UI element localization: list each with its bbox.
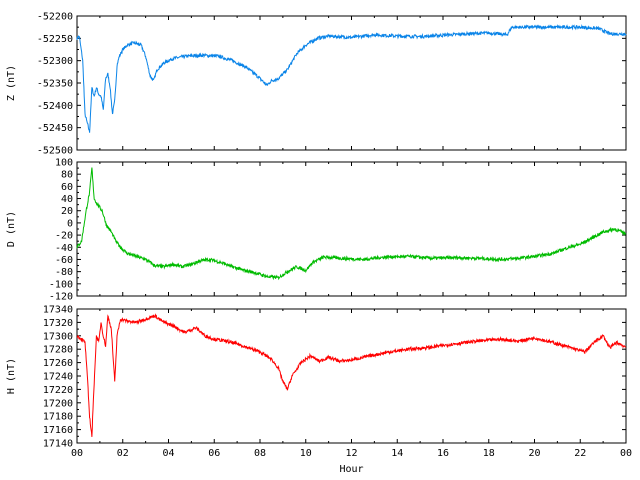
y-tick-label-z: -52500 bbox=[37, 146, 73, 157]
y-tick-label-d: -120 bbox=[49, 292, 73, 303]
y-tick-label-d: -60 bbox=[55, 255, 73, 266]
x-tick-label: 18 bbox=[483, 448, 495, 459]
x-axis-label: Hour bbox=[339, 464, 363, 475]
y-tick-label-z: -52450 bbox=[37, 123, 73, 134]
y-tick-label-z: -52350 bbox=[37, 79, 73, 90]
x-tick-label: 10 bbox=[300, 448, 312, 459]
y-tick-label-d: 100 bbox=[55, 158, 73, 169]
y-tick-label-z: -52300 bbox=[37, 56, 73, 67]
y-tick-label-h: 17220 bbox=[43, 385, 73, 396]
plot-frame-h bbox=[76, 308, 627, 444]
y-tick-label-h: 17300 bbox=[43, 331, 73, 342]
y-axis-label-h: H (nT) bbox=[6, 358, 17, 394]
y-axis-label-d: D (nT) bbox=[6, 211, 17, 247]
y-tick-label-d: -40 bbox=[55, 243, 73, 254]
y-tick-label-d: 20 bbox=[61, 206, 73, 217]
y-tick-label-h: 17240 bbox=[43, 372, 73, 383]
x-tick-label: 16 bbox=[437, 448, 449, 459]
y-tick-label-z: -52250 bbox=[37, 34, 73, 45]
y-tick-label-h: 17320 bbox=[43, 318, 73, 329]
panel-h: 17340 17320 17300 17280 17260 17240 17220 17200… bbox=[6, 305, 632, 476]
x-tick-label: 00 bbox=[71, 448, 83, 459]
x-tick-label: 12 bbox=[345, 448, 357, 459]
y-tick-label-d: -100 bbox=[49, 279, 73, 290]
y-tick-label-d: -80 bbox=[55, 267, 73, 278]
y-tick-label-h: 17200 bbox=[43, 398, 73, 409]
y-tick-label-h: 17280 bbox=[43, 345, 73, 356]
y-tick-label-h: 17160 bbox=[43, 425, 73, 436]
y-tick-label-d: 60 bbox=[61, 182, 73, 193]
series-line-h bbox=[76, 313, 627, 437]
x-tick-label: 06 bbox=[208, 448, 220, 459]
x-tick-label: 08 bbox=[254, 448, 266, 459]
x-tick-label: 02 bbox=[117, 448, 129, 459]
y-tick-label-d: -20 bbox=[55, 231, 73, 242]
plot-frame-d bbox=[76, 161, 627, 297]
y-tick-label-d: 80 bbox=[61, 170, 73, 181]
y-tick-label-h: 17340 bbox=[43, 305, 73, 316]
x-tick-label: 04 bbox=[162, 448, 174, 459]
y-axis-label-z: Z (nT) bbox=[6, 65, 17, 101]
y-tick-label-h: 17140 bbox=[43, 439, 73, 450]
x-tick-label: 20 bbox=[528, 448, 540, 459]
y-tick-label-h: 17180 bbox=[43, 412, 73, 423]
y-tick-label-z: -52200 bbox=[37, 12, 73, 23]
x-tick-label: 22 bbox=[574, 448, 586, 459]
x-tick-label: 14 bbox=[391, 448, 403, 459]
y-tick-label-d: 0 bbox=[67, 218, 73, 229]
series-line-d bbox=[76, 167, 627, 281]
plot-frame-z bbox=[76, 15, 627, 151]
y-tick-label-d: 40 bbox=[61, 194, 73, 205]
series-line-z bbox=[76, 24, 627, 133]
y-tick-label-h: 17260 bbox=[43, 358, 73, 369]
y-tick-label-z: -52400 bbox=[37, 101, 73, 112]
x-tick-label: 00 bbox=[620, 448, 632, 459]
panel-z: -52200 -52250 -52300 -52350 -52400 -52450 -525… bbox=[6, 12, 627, 157]
